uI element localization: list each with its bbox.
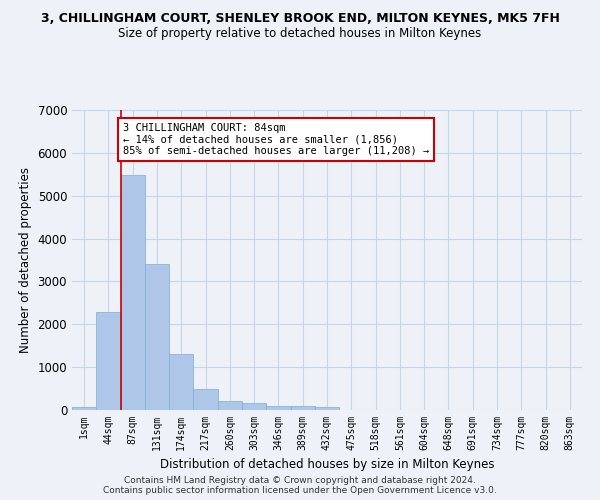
Bar (193, 388, 218, 410)
Bar (315, 408, 339, 410)
Text: 3 CHILLINGHAM COURT: 84sqm
← 14% of detached houses are smaller (1,856)
85% of s: 3 CHILLINGHAM COURT: 84sqm ← 14% of deta… (123, 123, 429, 156)
Y-axis label: Number of detached properties: Number of detached properties (19, 167, 32, 353)
Bar (169, 354, 193, 410)
Bar (72, 407, 96, 410)
Bar (290, 406, 315, 410)
Bar (96, 312, 121, 410)
Text: 3, CHILLINGHAM COURT, SHENLEY BROOK END, MILTON KEYNES, MK5 7FH: 3, CHILLINGHAM COURT, SHENLEY BROOK END,… (41, 12, 559, 26)
Bar (121, 175, 145, 410)
X-axis label: Distribution of detached houses by size in Milton Keynes: Distribution of detached houses by size … (160, 458, 494, 471)
Text: Size of property relative to detached houses in Milton Keynes: Size of property relative to detached ho… (118, 28, 482, 40)
Bar (266, 406, 290, 410)
Bar (218, 402, 242, 410)
Text: Contains HM Land Registry data © Crown copyright and database right 2024.
Contai: Contains HM Land Registry data © Crown c… (103, 476, 497, 495)
Bar (145, 264, 169, 410)
Bar (242, 402, 266, 410)
